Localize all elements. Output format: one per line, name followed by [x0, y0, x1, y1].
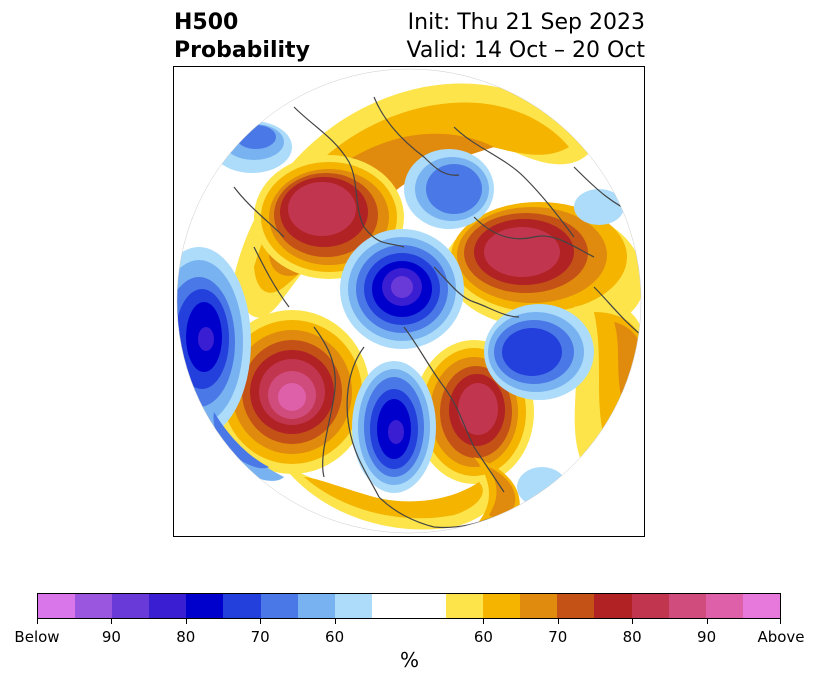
- coastlines: [233, 96, 641, 529]
- init-date-label: Init: Thu 21 Sep 2023: [407, 10, 645, 35]
- variable-label: H500: [174, 10, 239, 35]
- colorbar-tick-label: Above: [757, 628, 805, 646]
- colorbar-bin: [75, 594, 113, 618]
- colorbar-bin: [520, 594, 558, 618]
- probability-colorbar: [37, 593, 781, 619]
- colorbar-tick: [37, 618, 38, 624]
- colorbar-bin: [112, 594, 150, 618]
- colorbar-bin: [594, 594, 632, 618]
- valid-date-label: Valid: 14 Oct – 20 Oct: [406, 38, 645, 63]
- colorbar-tick: [260, 618, 262, 624]
- colorbar-ticks: Below 90 80 70 60 60 70 80 90 Above: [14, 618, 805, 648]
- colorbar-bin: [408, 594, 447, 618]
- colorbar-bin: [223, 594, 261, 618]
- map-title-left: H500 Probability: [174, 9, 310, 65]
- colorbar-bin: [446, 594, 484, 618]
- colorbar-tick: [557, 618, 559, 624]
- probability-map: [173, 66, 645, 537]
- colorbar-tick-label: 70: [250, 628, 270, 646]
- colorbar-tick-label: 70: [548, 628, 568, 646]
- colorbar-tick: [111, 618, 113, 624]
- colorbar-tick-label: Below: [14, 628, 60, 646]
- colorbar-tick-label: 60: [473, 628, 493, 646]
- colorbar-tick: [185, 618, 187, 624]
- colorbar-tick: [483, 618, 485, 624]
- colorbar-bin: [334, 594, 372, 618]
- colorbar-tick: [706, 618, 708, 624]
- colorbar-tick: [334, 618, 336, 624]
- colorbar-tick-label: 90: [697, 628, 717, 646]
- colorbar-tick-label: 60: [325, 628, 345, 646]
- colorbar-bin: [705, 594, 743, 618]
- colorbar-bin: [631, 594, 669, 618]
- colorbar-tick-label: 80: [622, 628, 642, 646]
- colorbar-bin: [186, 594, 224, 618]
- colorbar-bin: [742, 594, 780, 618]
- colorbar-bin: [668, 594, 706, 618]
- colorbar-bin: [483, 594, 521, 618]
- colorbar-tick: [780, 618, 781, 624]
- map-title-right: Init: Thu 21 Sep 2023 Valid: 14 Oct – 20…: [407, 9, 645, 65]
- colorbar-bin: [297, 594, 335, 618]
- colorbar-tick-label: 80: [176, 628, 196, 646]
- colorbar-bin: [38, 594, 76, 618]
- colorbar-tick-label: 90: [101, 628, 121, 646]
- variable-sublabel: Probability: [174, 38, 310, 63]
- colorbar-bin: [260, 594, 298, 618]
- colorbar-bin: [149, 594, 187, 618]
- colorbar-unit-label: %: [399, 648, 419, 672]
- colorbar-tick: [632, 618, 634, 624]
- colorbar-bin: [371, 594, 409, 618]
- colorbar-bin: [557, 594, 595, 618]
- polar-map-svg: [176, 68, 642, 534]
